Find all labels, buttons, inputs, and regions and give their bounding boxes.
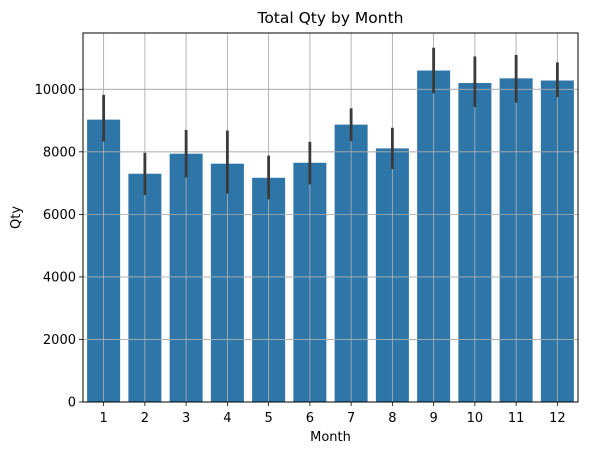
y-tick-label: 8000 [43, 145, 76, 160]
x-tick-label: 10 [467, 411, 484, 426]
x-tick-label: 2 [141, 411, 149, 426]
y-tick-label: 2000 [43, 333, 76, 348]
x-tick-label: 11 [508, 411, 525, 426]
x-tick-label: 4 [223, 411, 231, 426]
chart-title: Total Qty by Month [256, 9, 403, 27]
x-tick-label: 8 [388, 411, 396, 426]
error-bar-layer [102, 47, 559, 200]
x-tick-label: 9 [429, 411, 437, 426]
bar-layer [83, 33, 578, 403]
x-axis-title: Month [310, 430, 351, 445]
y-tick-label: 4000 [43, 270, 76, 285]
plot-frame [82, 32, 579, 403]
y-tick-label: 6000 [43, 208, 76, 223]
x-tick-label: 1 [99, 411, 107, 426]
x-tick-label: 12 [549, 411, 566, 426]
x-tick-label: 5 [264, 411, 272, 426]
y-axis-title: Qty [9, 206, 24, 229]
y-tick-label: 0 [68, 396, 76, 411]
x-tick-label: 6 [306, 411, 314, 426]
x-tick-label: 3 [182, 411, 190, 426]
x-tick-label: 7 [347, 411, 355, 426]
y-tick-label: 10000 [35, 83, 76, 98]
